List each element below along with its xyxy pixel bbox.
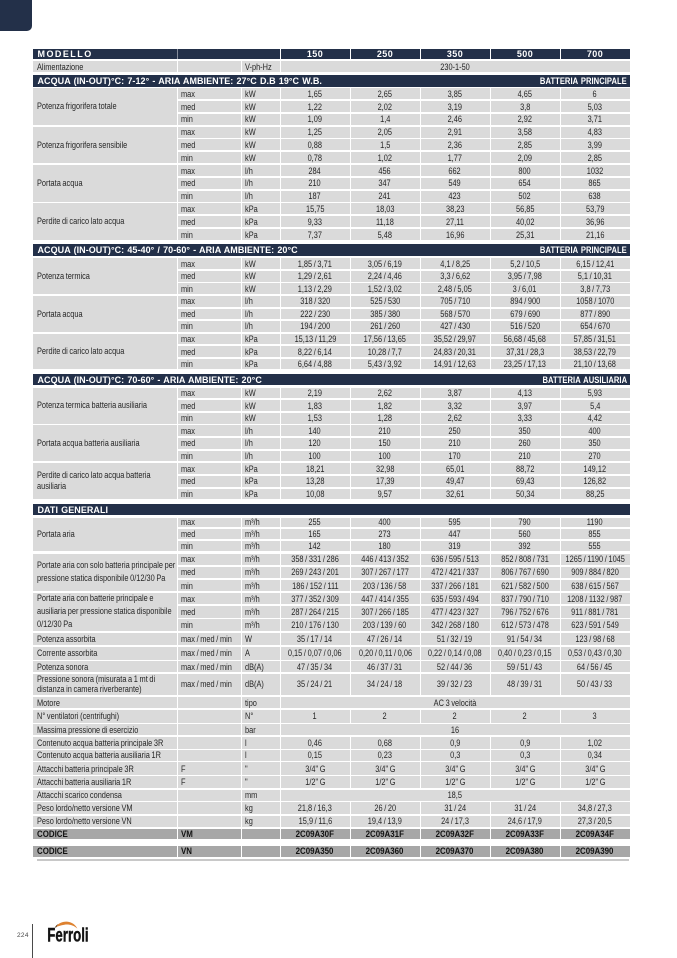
- svg-text:Ferroli: Ferroli: [47, 925, 88, 947]
